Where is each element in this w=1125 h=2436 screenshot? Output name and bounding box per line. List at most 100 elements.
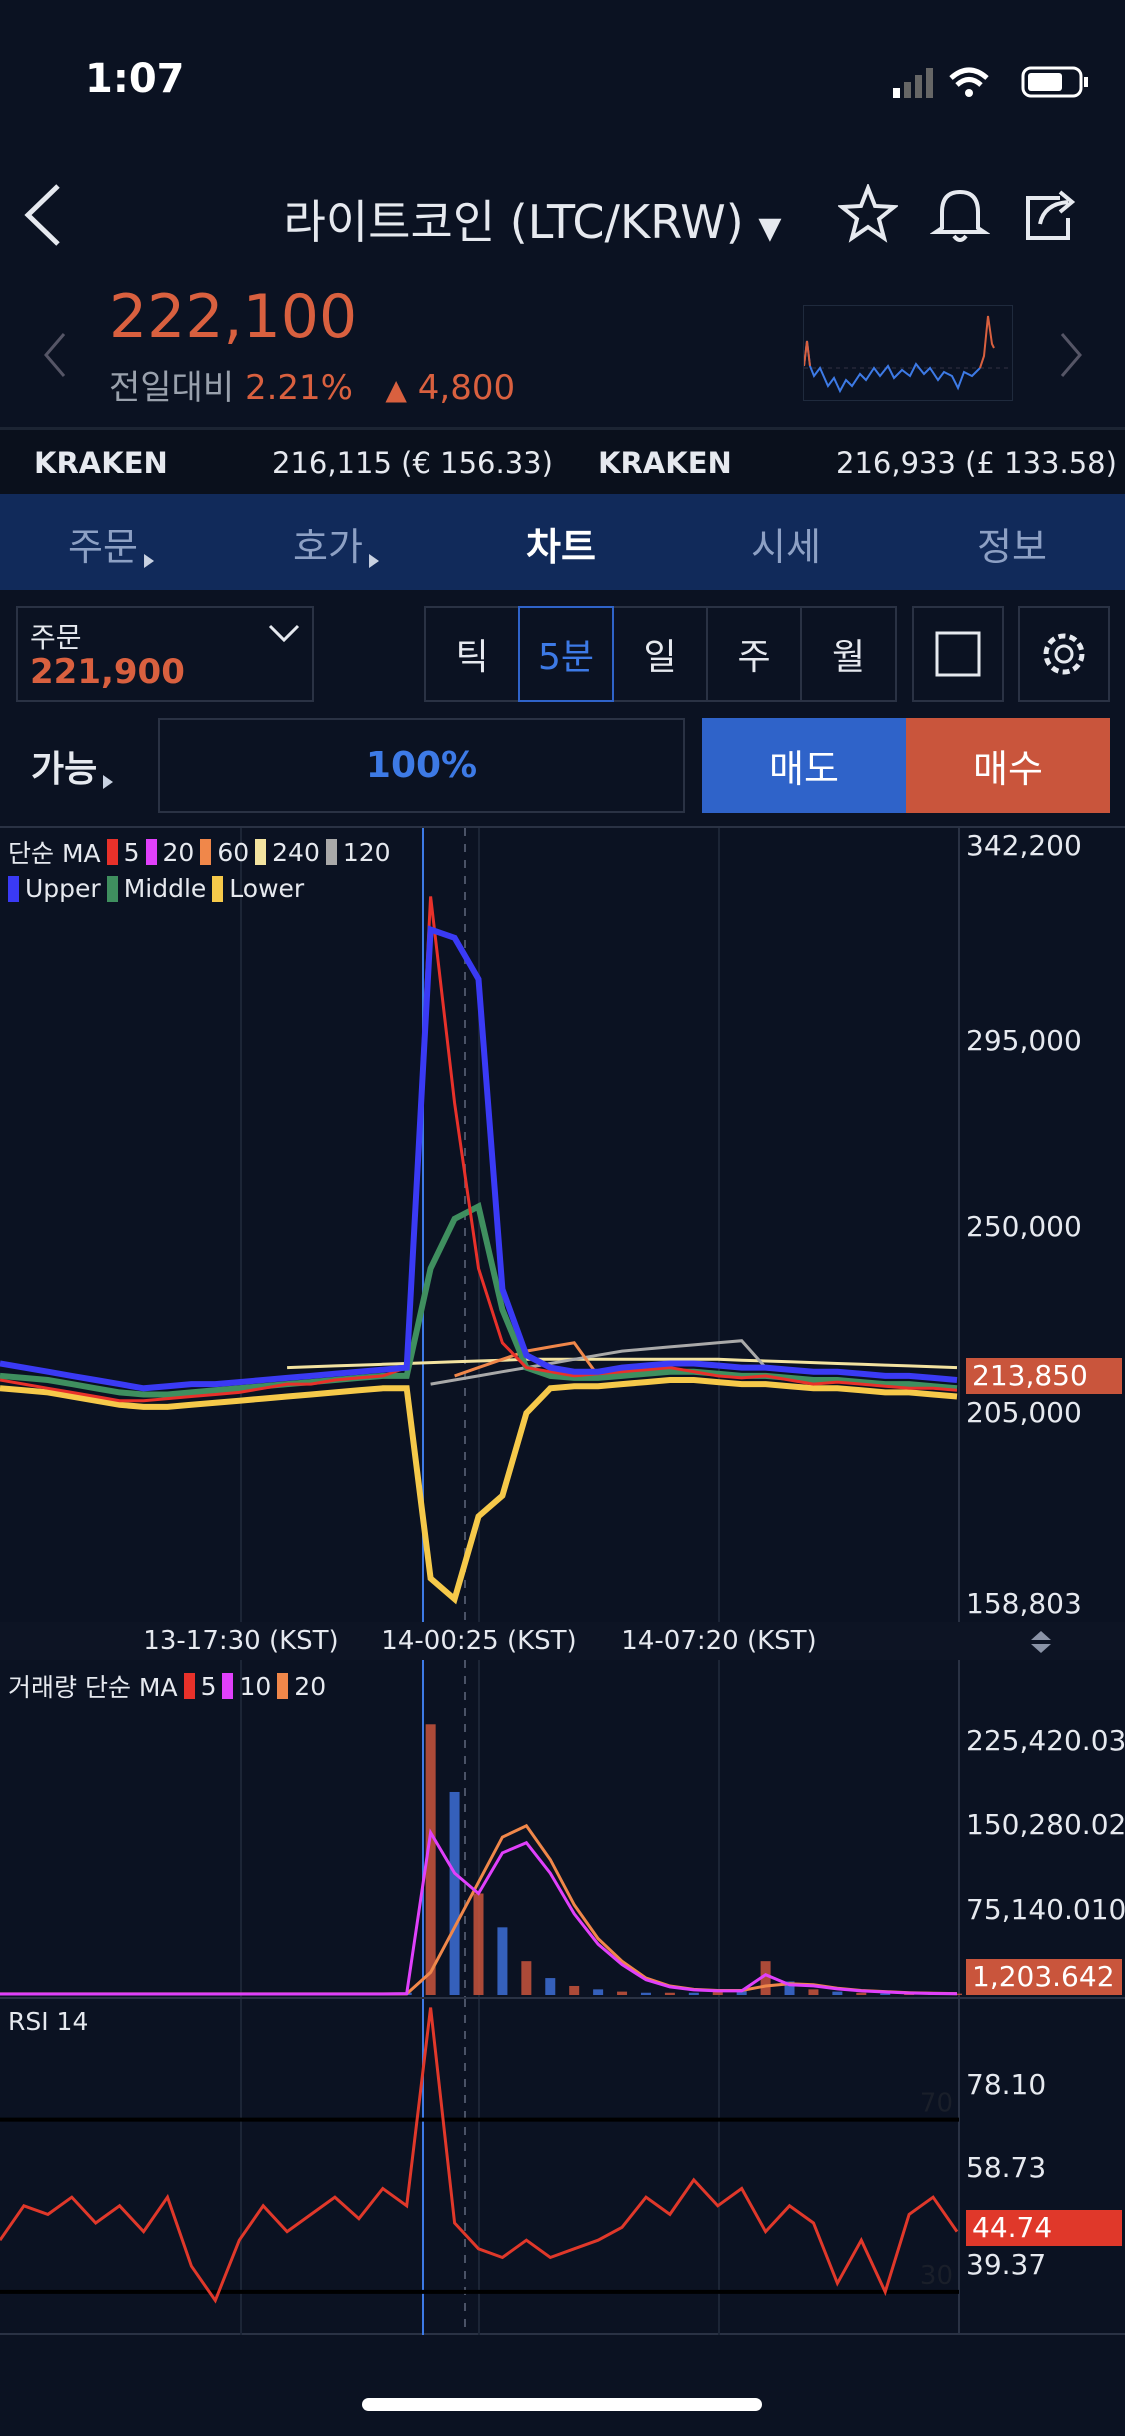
volume-bar xyxy=(473,1893,484,1995)
percent-input[interactable]: 100% xyxy=(158,718,685,813)
interval-day[interactable]: 일 xyxy=(612,606,708,702)
tab-label: 호가 xyxy=(293,525,363,569)
tab-order[interactable]: 주문 xyxy=(68,516,156,571)
next-market-button[interactable] xyxy=(1056,330,1086,384)
y-tick-label: 78.10 xyxy=(966,2067,1047,2101)
legend-swatch xyxy=(200,839,212,865)
y-tick-label: 250,000 xyxy=(966,1210,1082,1244)
interval-5min[interactable]: 5분 xyxy=(518,606,614,702)
volume-bar xyxy=(664,1992,675,1995)
y-tick-label: 75,140.010 xyxy=(966,1893,1125,1927)
legend-label: 5 xyxy=(200,1671,217,1701)
back-button[interactable] xyxy=(20,180,70,250)
y-tick-label: 39.37 xyxy=(966,2248,1047,2282)
legend-swatch xyxy=(183,1673,195,1699)
available-label: 가능 xyxy=(31,749,98,790)
rsi-chart[interactable]: 70 30 xyxy=(0,1999,1125,2335)
volume-bar xyxy=(832,1991,843,1995)
legend-swatch xyxy=(106,839,118,865)
bollinger-legend: Upper Middle Lower xyxy=(8,874,304,903)
chevron-right-icon xyxy=(1060,333,1082,377)
price-chart[interactable] xyxy=(0,828,1125,1622)
fullscreen-button[interactable] xyxy=(912,606,1004,702)
sell-button[interactable]: 매도 xyxy=(702,718,906,813)
rsi-level-label: 30 xyxy=(920,2261,953,2291)
share-icon xyxy=(1026,190,1076,240)
resize-updown-icon[interactable] xyxy=(1027,1628,1055,1656)
exchange-price: 216,115 (€ 156.33) xyxy=(272,446,553,480)
volume-panel[interactable]: 거래량 단순 MA 5 10 20 225,420.030 150,280.020… xyxy=(0,1660,1125,1998)
rsi-level-label: 70 xyxy=(920,2089,953,2119)
y-tick-label: 158,803 xyxy=(966,1587,1082,1620)
tab-label: 차트 xyxy=(526,525,596,569)
legend-label: 5 xyxy=(123,837,140,867)
series-line-5 xyxy=(0,896,958,1403)
volume-bar xyxy=(593,1989,604,1995)
order-price-dropdown[interactable]: 주문 221,900 xyxy=(16,606,314,702)
volume-bar xyxy=(856,1992,867,1995)
volume-bar xyxy=(569,1985,580,1995)
tab-bar: 주문 호가 차트 시세 정보 xyxy=(0,494,1125,590)
signal-wifi-battery-icon xyxy=(893,66,1088,98)
y-tick-label: 225,420.030 xyxy=(966,1723,1125,1757)
alert-button[interactable] xyxy=(929,184,991,248)
buy-button[interactable]: 매수 xyxy=(906,718,1110,813)
change-amount: 4,800 xyxy=(417,368,516,408)
legend-label: 20 xyxy=(294,1671,327,1701)
tab-label: 정보 xyxy=(977,525,1047,569)
volume-bar xyxy=(760,1961,771,1995)
bell-icon xyxy=(929,189,991,242)
tab-info[interactable]: 정보 xyxy=(977,516,1047,571)
legend-label: 10 xyxy=(239,1671,272,1701)
settings-button[interactable] xyxy=(1018,606,1110,702)
legend-swatch xyxy=(212,875,224,902)
y-tick-label: 342,200 xyxy=(966,829,1082,862)
volume-chart[interactable] xyxy=(0,1660,1125,1997)
exchange-name: KRAKEN xyxy=(34,446,168,480)
price-chart-panel[interactable]: 단순 MA 5 20 60 240 120 Upper Middle Lower… xyxy=(0,826,1125,1622)
exchange-prices: KRAKEN 216,115 (€ 156.33) KRAKEN 216,933… xyxy=(0,427,1125,494)
tab-chart[interactable]: 차트 xyxy=(526,516,596,571)
volume-bar xyxy=(425,1724,436,1995)
legend-label: 20 xyxy=(162,837,195,867)
time-tick: 14-07:20 (KST) xyxy=(621,1626,817,1656)
market-selector[interactable]: 라이트코인 (LTC/KRW) ▼ xyxy=(0,186,1125,252)
interval-week[interactable]: 주 xyxy=(706,606,802,702)
rsi-legend: RSI 14 xyxy=(8,2007,89,2036)
tab-market-price[interactable]: 시세 xyxy=(751,516,821,571)
legend-title: 거래량 단순 MA xyxy=(8,1673,178,1702)
volume-bar xyxy=(952,1993,962,1995)
volume-bar xyxy=(784,1981,795,1995)
legend-label: Middle xyxy=(123,874,207,903)
price-change: 전일대비 2.21% ▲ 4,800 xyxy=(109,360,515,409)
volume-bar xyxy=(449,1791,460,1995)
volume-bar xyxy=(880,1993,891,1995)
interval-tick[interactable]: 틱 xyxy=(424,606,520,702)
time-axis[interactable]: 13-17:30 (KST) 14-00:25 (KST) 14-07:20 (… xyxy=(0,1622,1125,1660)
exchange-name: KRAKEN xyxy=(598,446,732,480)
order-price: 221,900 xyxy=(30,652,185,692)
page-title: 라이트코인 (LTC/KRW) xyxy=(283,195,744,249)
caret-down-icon: ▼ xyxy=(758,211,782,246)
volume-bar xyxy=(497,1927,508,1995)
legend-swatch xyxy=(8,875,19,902)
status-time: 1:07 xyxy=(85,56,185,102)
share-button[interactable] xyxy=(1020,184,1080,248)
up-triangle-icon: ▲ xyxy=(385,373,407,406)
volume-bar xyxy=(617,1991,628,1995)
time-tick: 13-17:30 (KST) xyxy=(143,1626,339,1656)
current-rsi-tag: 44.74 xyxy=(966,2210,1122,2247)
square-icon xyxy=(935,631,981,677)
available-dropdown[interactable]: 가능 xyxy=(31,740,115,792)
rsi-panel[interactable]: 70 30 RSI 14 78.10 58.73 39.37 44.74 xyxy=(0,1997,1125,2335)
volume-bar xyxy=(712,1991,723,1995)
corner-triangle-icon xyxy=(368,554,379,568)
series-line-240 xyxy=(287,1357,958,1370)
tab-orderbook[interactable]: 호가 xyxy=(293,516,381,571)
interval-month[interactable]: 월 xyxy=(800,606,897,702)
corner-triangle-icon xyxy=(103,775,114,789)
prev-market-button[interactable] xyxy=(40,330,70,384)
favorite-button[interactable] xyxy=(836,182,900,248)
legend-label: Lower xyxy=(229,874,305,903)
current-price: 222,100 xyxy=(109,282,358,352)
